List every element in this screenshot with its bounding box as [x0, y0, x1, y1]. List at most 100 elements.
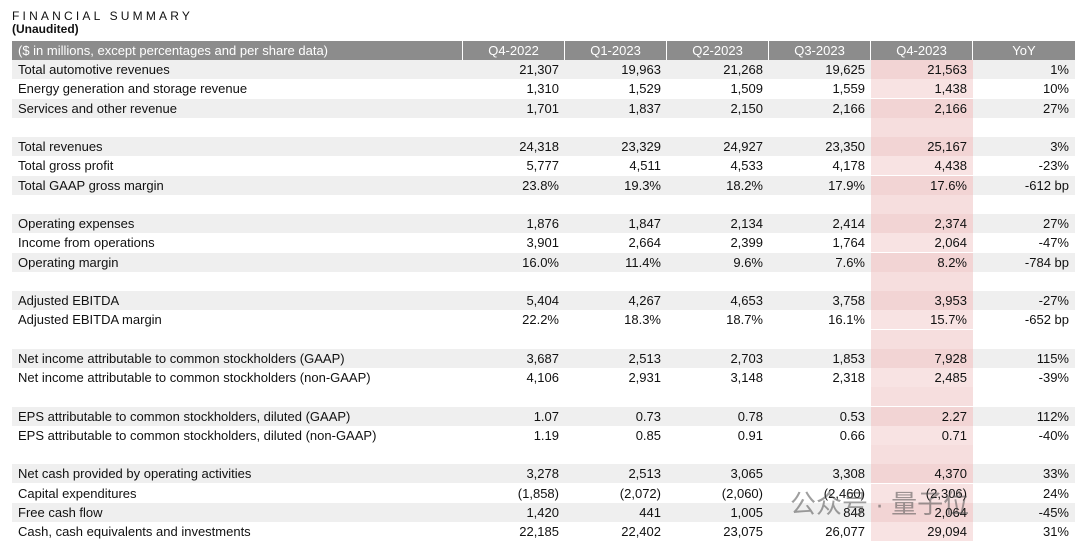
- value-cell: 18.2%: [667, 175, 769, 195]
- value-cell: 25,167: [871, 137, 973, 156]
- value-cell: -40%: [1038, 427, 1069, 443]
- title: FINANCIAL SUMMARY: [12, 9, 194, 23]
- spacer: [12, 387, 463, 406]
- value-cell: -23%: [1038, 158, 1069, 174]
- row-label: Income from operations: [18, 235, 155, 251]
- value-cell: 22,185: [519, 524, 559, 539]
- spacer: [769, 330, 871, 349]
- value-cell: 3,687: [463, 348, 565, 368]
- value-cell: 1,837: [565, 98, 667, 118]
- value-cell: 1,310: [526, 81, 559, 97]
- spacer: [565, 195, 667, 214]
- spacer: [871, 117, 973, 137]
- row-label: Capital expenditures: [18, 485, 137, 501]
- header-cell: Q4-2023: [871, 41, 972, 60]
- value-cell: 27%: [973, 98, 1075, 118]
- value-cell: 3,758: [769, 291, 871, 310]
- spacer: [973, 272, 1075, 291]
- value-cell: 2,374: [871, 214, 973, 233]
- value-cell: 24%: [1042, 485, 1069, 501]
- value-cell: 22.2%: [522, 312, 559, 328]
- value-cell: (2,072): [619, 485, 661, 501]
- value-cell: 9.6%: [667, 252, 769, 272]
- value-cell: 1,420: [463, 502, 565, 522]
- header-cell: Q3-2023: [769, 41, 870, 60]
- spacer: [463, 272, 565, 291]
- value-cell: (2,060): [721, 485, 763, 501]
- spacer: [12, 445, 463, 464]
- value-cell: 1.19: [533, 427, 559, 443]
- value-cell: 1%: [973, 60, 1075, 79]
- value-cell: 17.6%: [871, 175, 973, 195]
- value-cell: 16.1%: [828, 312, 865, 328]
- value-cell: 4,370: [871, 464, 973, 484]
- value-cell: 4,267: [565, 291, 667, 310]
- value-cell: 18.7%: [726, 312, 763, 328]
- spacer: [565, 387, 667, 406]
- spacer: [769, 272, 871, 291]
- row-label: Net income attributable to common stockh…: [12, 348, 463, 368]
- spacer: [667, 387, 769, 406]
- value-cell: 5,404: [463, 291, 565, 310]
- spacer: [871, 329, 973, 349]
- spacer: [769, 118, 871, 137]
- value-cell: 2,931: [628, 370, 661, 385]
- value-cell: 4,511: [629, 158, 661, 174]
- value-cell: 0.91: [737, 427, 763, 443]
- spacer: [973, 387, 1075, 406]
- spacer: [463, 445, 565, 464]
- value-cell: 3,065: [667, 464, 769, 484]
- value-cell: (2,306): [871, 483, 973, 503]
- row-label: Total revenues: [12, 137, 463, 156]
- spacer: [565, 330, 667, 349]
- header-cell: Q4-2022: [463, 41, 564, 60]
- value-cell: 2,318: [832, 370, 865, 385]
- value-cell: 2,513: [565, 348, 667, 368]
- row-label: Net cash provided by operating activitie…: [12, 464, 463, 484]
- spacer: [973, 118, 1075, 137]
- value-cell: 848: [769, 502, 871, 522]
- value-cell: 2,134: [667, 214, 769, 233]
- value-cell: -784 bp: [973, 252, 1075, 272]
- value-cell: 31%: [1042, 524, 1069, 539]
- value-cell: 23.8%: [463, 175, 565, 195]
- spacer: [973, 445, 1075, 464]
- row-label: Total automotive revenues: [12, 60, 463, 79]
- value-cell: 1,764: [832, 235, 865, 251]
- row-label: EPS attributable to common stockholders,…: [12, 406, 463, 426]
- value-cell: 1,005: [667, 502, 769, 522]
- value-cell: 8.2%: [871, 252, 973, 272]
- value-cell: 24,927: [667, 137, 769, 156]
- row-label: Cash, cash equivalents and investments: [18, 524, 251, 539]
- value-cell: 2,513: [565, 464, 667, 484]
- value-cell: 2,703: [667, 348, 769, 368]
- spacer: [463, 387, 565, 406]
- value-cell: 1.07: [463, 406, 565, 426]
- value-cell: 3,148: [730, 370, 763, 385]
- spacer: [12, 118, 463, 137]
- value-cell: -612 bp: [973, 175, 1075, 195]
- value-cell: 21,563: [871, 60, 973, 79]
- spacer: [973, 195, 1075, 214]
- value-cell: 1,847: [565, 214, 667, 233]
- spacer: [565, 445, 667, 464]
- value-cell: (2,460): [823, 485, 865, 501]
- value-cell: 3,901: [526, 235, 559, 251]
- spacer: [12, 272, 463, 291]
- spacer: [871, 445, 973, 464]
- value-cell: 27%: [973, 214, 1075, 233]
- row-label: Adjusted EBITDA margin: [18, 312, 162, 328]
- spacer: [871, 194, 973, 214]
- header-cell: Q1-2023: [565, 41, 666, 60]
- spacer: [973, 330, 1075, 349]
- row-label: Energy generation and storage revenue: [18, 81, 248, 97]
- header-cell: Q2-2023: [667, 41, 768, 60]
- value-cell: 0.53: [769, 406, 871, 426]
- spacer: [769, 445, 871, 464]
- value-cell: 2,414: [769, 214, 871, 233]
- value-cell: 0.66: [839, 427, 865, 443]
- value-cell: 4,653: [667, 291, 769, 310]
- value-cell: 2,150: [667, 98, 769, 118]
- value-cell: 29,094: [871, 522, 973, 541]
- spacer: [667, 272, 769, 291]
